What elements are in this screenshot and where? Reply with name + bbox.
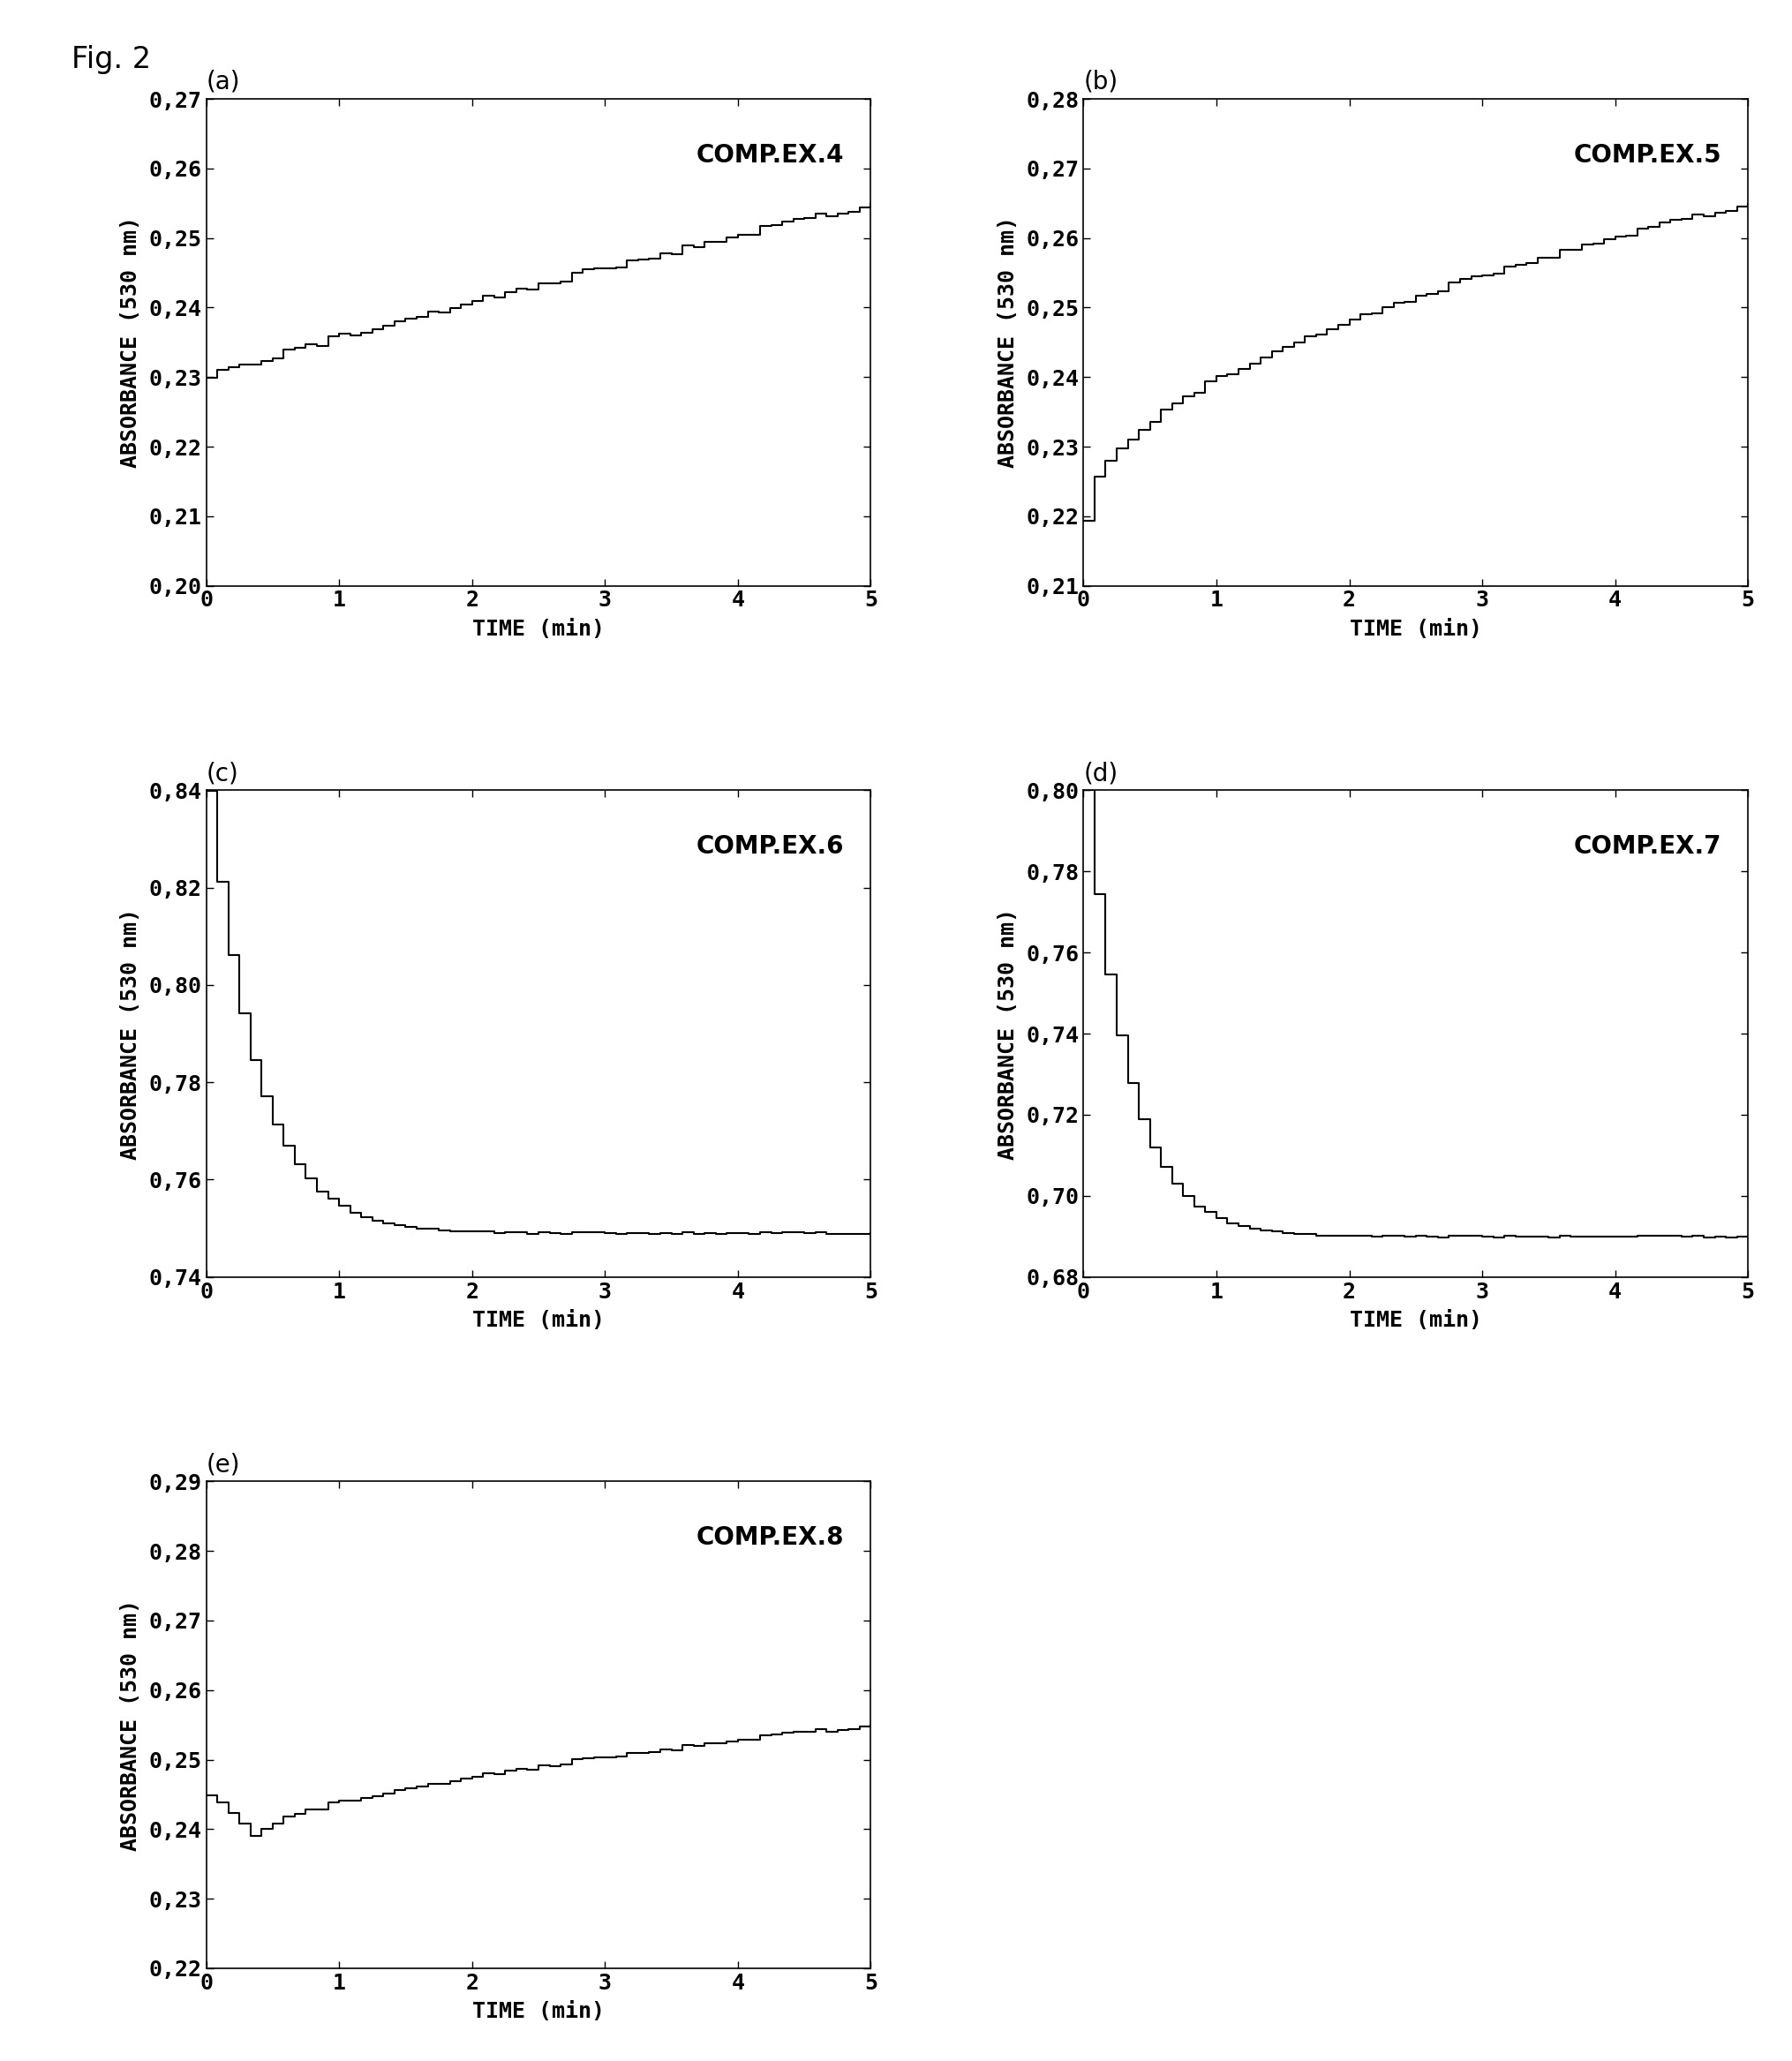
- X-axis label: TIME (min): TIME (min): [471, 1311, 604, 1331]
- Text: (d): (d): [1082, 761, 1118, 785]
- Text: COMP.EX.7: COMP.EX.7: [1573, 835, 1720, 859]
- Text: Fig. 2: Fig. 2: [72, 45, 151, 74]
- Y-axis label: ABSORBANCE (530 nm): ABSORBANCE (530 nm): [996, 216, 1018, 468]
- X-axis label: TIME (min): TIME (min): [1349, 1311, 1482, 1331]
- Text: (c): (c): [206, 761, 238, 785]
- Y-axis label: ABSORBANCE (530 nm): ABSORBANCE (530 nm): [120, 907, 142, 1160]
- Text: (b): (b): [1082, 70, 1118, 95]
- Text: COMP.EX.8: COMP.EX.8: [695, 1525, 844, 1550]
- Text: COMP.EX.5: COMP.EX.5: [1573, 142, 1720, 167]
- Text: COMP.EX.6: COMP.EX.6: [695, 835, 844, 859]
- Y-axis label: ABSORBANCE (530 nm): ABSORBANCE (530 nm): [120, 1599, 142, 1851]
- X-axis label: TIME (min): TIME (min): [1349, 618, 1482, 639]
- Y-axis label: ABSORBANCE (530 nm): ABSORBANCE (530 nm): [996, 907, 1018, 1160]
- X-axis label: TIME (min): TIME (min): [471, 2001, 604, 2022]
- Text: (e): (e): [206, 1453, 240, 1478]
- Text: (a): (a): [206, 70, 240, 95]
- Y-axis label: ABSORBANCE (530 nm): ABSORBANCE (530 nm): [120, 216, 142, 468]
- X-axis label: TIME (min): TIME (min): [471, 618, 604, 639]
- Text: COMP.EX.4: COMP.EX.4: [695, 142, 844, 167]
